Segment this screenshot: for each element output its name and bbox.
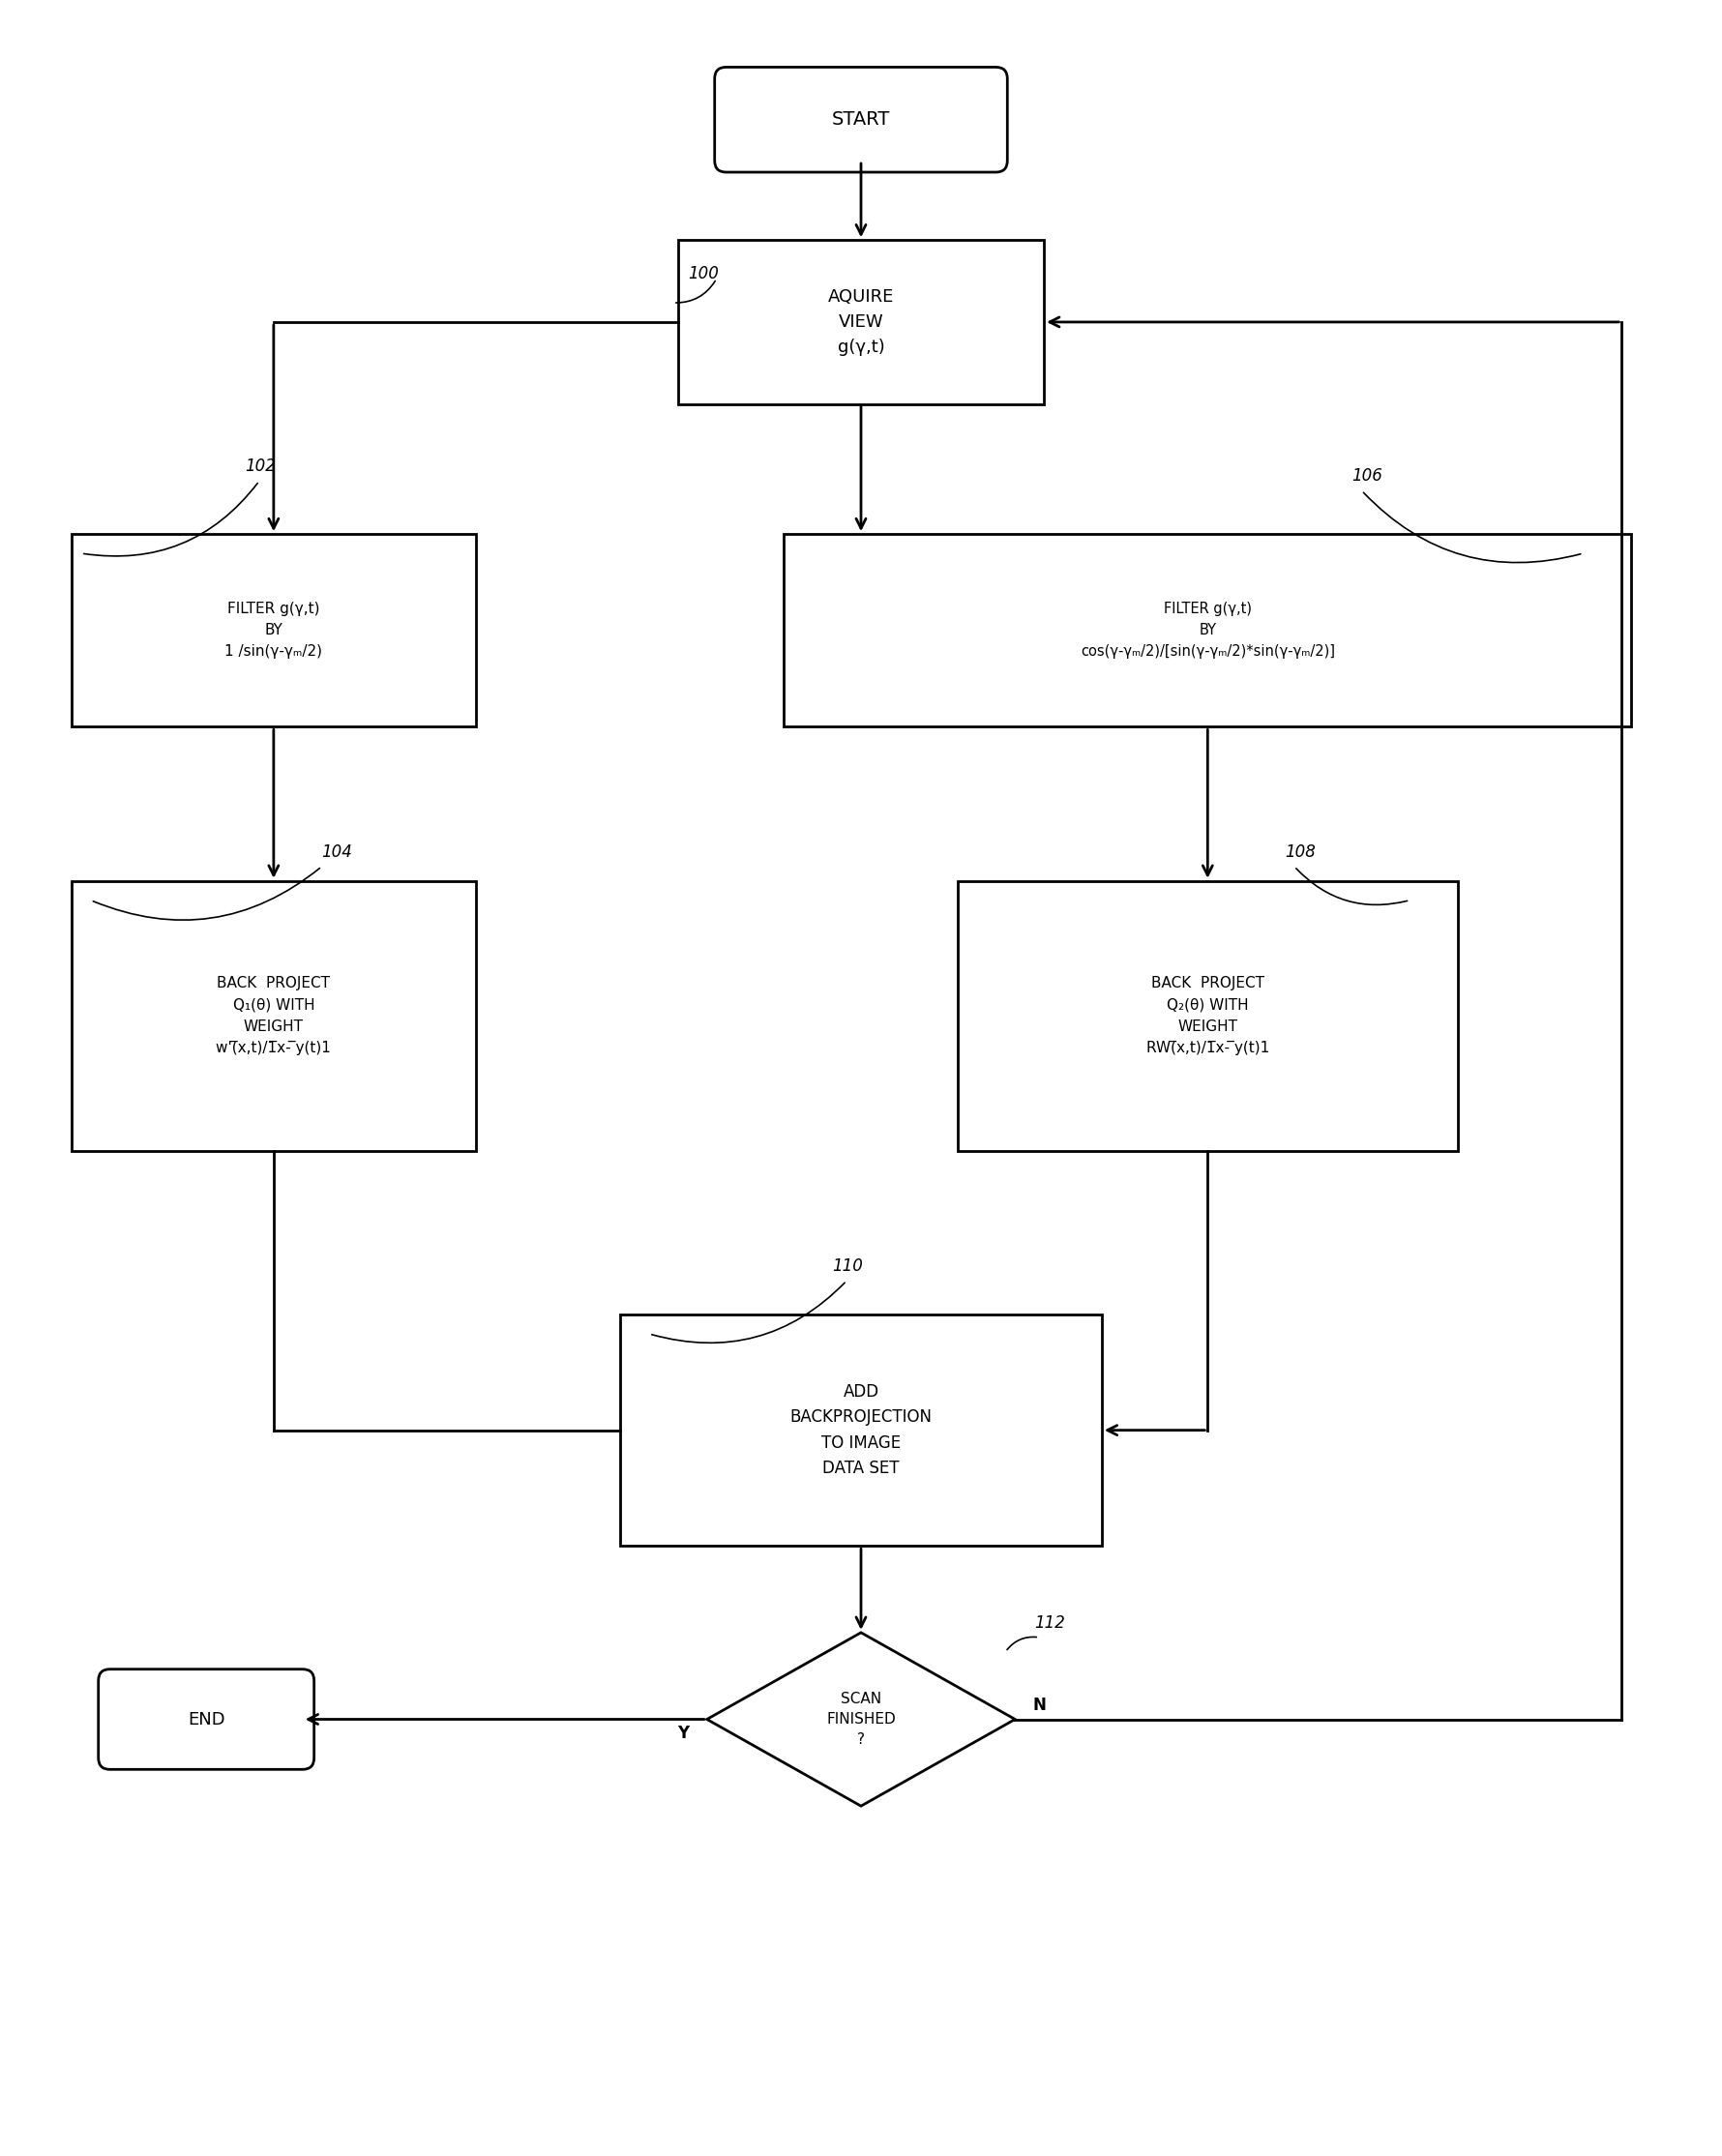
Text: 108: 108 bbox=[1285, 843, 1316, 860]
Text: 102: 102 bbox=[245, 457, 276, 474]
Bar bbox=[620, 1315, 1100, 1546]
Text: END: END bbox=[188, 1710, 226, 1727]
Bar bbox=[784, 535, 1631, 727]
Text: 104: 104 bbox=[322, 843, 353, 860]
Text: SCAN
FINISHED
?: SCAN FINISHED ? bbox=[827, 1692, 895, 1746]
Text: ADD
BACKPROJECTION
TO IMAGE
DATA SET: ADD BACKPROJECTION TO IMAGE DATA SET bbox=[789, 1384, 932, 1477]
Text: Y: Y bbox=[677, 1725, 689, 1742]
Text: START: START bbox=[832, 110, 890, 129]
Text: 100: 100 bbox=[687, 265, 718, 282]
Text: FILTER g(γ,t)
BY
1 /sin(γ-γₘ/2): FILTER g(γ,t) BY 1 /sin(γ-γₘ/2) bbox=[224, 602, 322, 660]
Polygon shape bbox=[706, 1632, 1014, 1807]
FancyBboxPatch shape bbox=[715, 67, 1007, 172]
Text: FILTER g(γ,t)
BY
cos(γ-γₘ/2)/[sin(γ-γₘ/2)*sin(γ-γₘ/2)]: FILTER g(γ,t) BY cos(γ-γₘ/2)/[sin(γ-γₘ/2… bbox=[1080, 602, 1335, 660]
Bar bbox=[71, 882, 475, 1151]
Text: N: N bbox=[1031, 1697, 1045, 1714]
Text: AQUIRE
VIEW
g(γ,t): AQUIRE VIEW g(γ,t) bbox=[828, 287, 894, 356]
Text: 110: 110 bbox=[832, 1257, 863, 1274]
Bar bbox=[957, 882, 1457, 1151]
FancyBboxPatch shape bbox=[98, 1669, 313, 1770]
Text: 112: 112 bbox=[1033, 1615, 1064, 1632]
Text: BACK  PROJECT
Q₁(θ) WITH
WEIGHT
w'(̅x,t)/1̅x- ̅y(t)1: BACK PROJECT Q₁(θ) WITH WEIGHT w'(̅x,t)/… bbox=[215, 977, 331, 1054]
Text: BACK  PROJECT
Q₂(θ) WITH
WEIGHT
RW(̅x,t)/1̅x- ̅y(t)1: BACK PROJECT Q₂(θ) WITH WEIGHT RW(̅x,t)/… bbox=[1145, 977, 1269, 1054]
Text: 106: 106 bbox=[1352, 468, 1383, 485]
Bar bbox=[71, 535, 475, 727]
Bar bbox=[678, 239, 1044, 403]
